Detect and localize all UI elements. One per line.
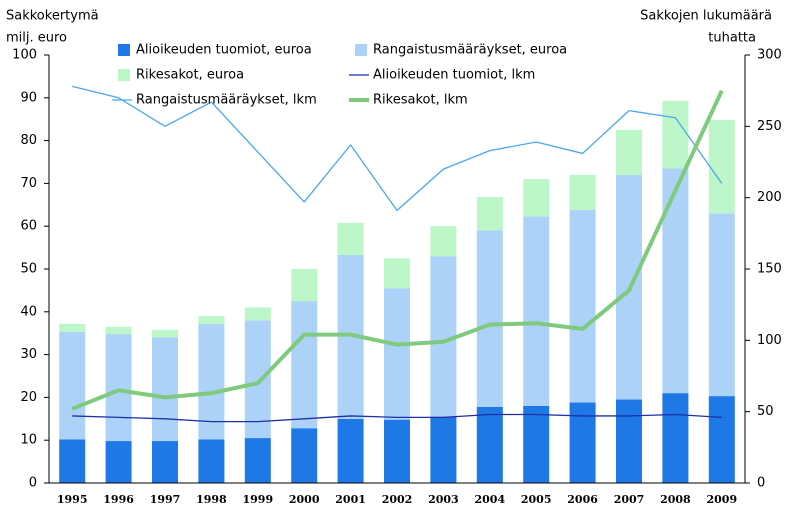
bar-segment (523, 405, 550, 483)
bar-segment (384, 258, 410, 289)
x-tick-label: 2003 (428, 493, 459, 506)
y-axis-title: milj. euro (6, 31, 67, 46)
bar-segment (430, 226, 457, 257)
bar-segment (569, 402, 596, 483)
bar-segment (59, 331, 86, 440)
bar-segment (523, 179, 550, 217)
x-tick-label: 1996 (103, 493, 134, 506)
bar-segment (662, 168, 689, 394)
y2-tick-label: 150 (757, 262, 782, 277)
line (72, 413, 722, 423)
bar-segment (198, 316, 225, 324)
legend-label: Rikesakot, lkm (373, 93, 468, 108)
bar-segment (708, 396, 735, 483)
y2-axis-title: tuhatta (708, 31, 756, 46)
bar-segment (244, 307, 271, 321)
y-tick-label: 100 (12, 48, 37, 63)
x-tick-label: 2004 (474, 493, 505, 506)
x-tick-label: 2005 (521, 493, 552, 506)
y2-axis-title: Sakkojen lukumäärä (640, 9, 772, 24)
y-tick-label: 60 (20, 219, 37, 234)
bar-segment (244, 320, 271, 439)
bar-segment (662, 393, 689, 483)
y2-tick-label: 100 (757, 333, 782, 348)
bar-segment (152, 337, 178, 442)
legend-label: Rangaistusmääräykset, euroa (373, 43, 567, 58)
y2-tick-label: 250 (757, 119, 782, 134)
x-tick-label: 2006 (567, 493, 598, 506)
x-tick-label: 1998 (196, 493, 227, 506)
y-tick-label: 0 (29, 476, 37, 491)
bar-segment (105, 326, 132, 335)
y-tick-label: 90 (20, 90, 37, 105)
x-tick-label: 2000 (289, 493, 320, 506)
bar-segment (244, 438, 271, 483)
bar-segment (616, 129, 642, 175)
y2-tick-label: 200 (757, 190, 782, 205)
bar-segment (476, 197, 503, 231)
bar-segment (430, 256, 457, 417)
bar-segment (105, 441, 132, 483)
bar-segment (105, 334, 132, 442)
bar-segment (59, 439, 86, 483)
bar-segment (708, 120, 735, 214)
legend-label: Alioikeuden tuomiot, euroa (136, 43, 312, 58)
bar-segment (198, 439, 225, 483)
legend-swatch (355, 44, 367, 56)
bar-segment (291, 269, 318, 302)
x-tick-label: 2009 (706, 493, 737, 506)
bar-segment (569, 174, 596, 210)
bar-segment (152, 441, 178, 483)
legend-swatch (118, 44, 130, 56)
x-tick-label: 2001 (335, 493, 366, 506)
bar-segment (384, 288, 410, 420)
y-tick-label: 80 (20, 133, 37, 148)
line (72, 85, 723, 212)
legend-label: Rangaistusmääräykset, lkm (136, 93, 317, 108)
bar-segment (198, 323, 225, 440)
x-tick-label: 1995 (57, 493, 88, 506)
x-tick-label: 2002 (382, 493, 413, 506)
bar-segment (430, 416, 457, 483)
bar-segment (337, 222, 364, 255)
x-tick-label: 1999 (242, 493, 273, 506)
bar-segment (59, 323, 86, 332)
bar-segment (662, 100, 689, 169)
bar-segment (337, 418, 364, 483)
bar-segment (476, 230, 503, 407)
bar-segment (152, 329, 178, 338)
line (71, 89, 724, 411)
legend-label: Rikesakot, euroa (136, 68, 244, 83)
x-tick-label: 1997 (150, 493, 181, 506)
bar-segment (291, 428, 318, 483)
bar-segment (569, 209, 596, 403)
bar-segment (384, 419, 410, 483)
y-tick-label: 50 (20, 262, 37, 277)
bar-segment (708, 213, 735, 397)
y2-tick-label: 0 (757, 476, 765, 491)
y-tick-label: 70 (20, 176, 37, 191)
legend-label: Alioikeuden tuomiot, lkm (373, 68, 535, 83)
bar-segment (616, 399, 642, 483)
y2-tick-label: 300 (757, 48, 782, 63)
y2-tick-label: 50 (757, 404, 774, 419)
y-tick-label: 40 (20, 304, 37, 319)
bar-segment (291, 301, 318, 429)
y-axis-title: Sakkokertymä (6, 9, 99, 24)
x-tick-label: 2008 (660, 493, 691, 506)
bar-segment (476, 406, 503, 483)
y-tick-label: 20 (20, 390, 37, 405)
y-tick-label: 10 (20, 433, 37, 448)
legend-swatch (118, 69, 130, 81)
y-tick-label: 30 (20, 347, 37, 362)
x-tick-label: 2007 (614, 493, 645, 506)
bar-segment (523, 216, 550, 406)
